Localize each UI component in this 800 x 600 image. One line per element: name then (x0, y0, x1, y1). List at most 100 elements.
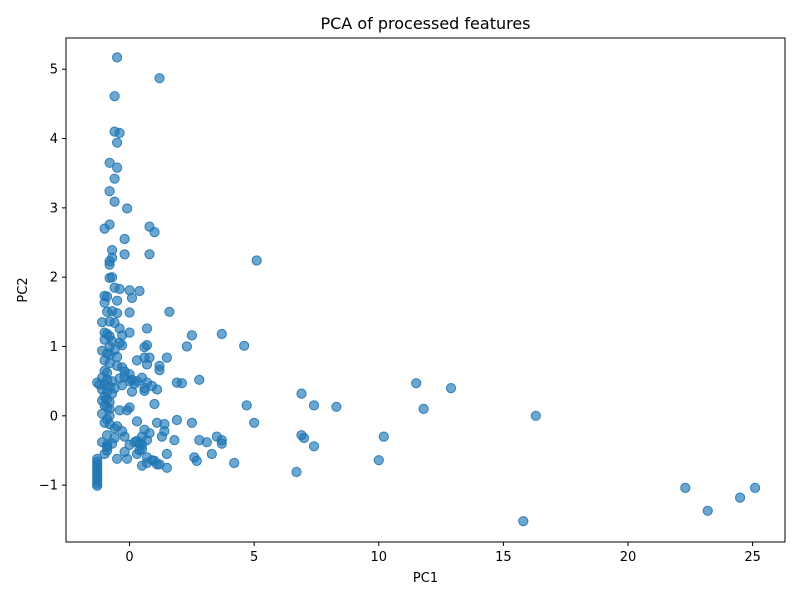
scatter-point (735, 492, 746, 503)
scatter-point (109, 173, 120, 184)
y-tick-label: 5 (50, 63, 58, 78)
scatter-point (141, 323, 153, 334)
scatter-point (92, 480, 103, 491)
y-tick-label: 4 (50, 132, 58, 147)
scatter-point (122, 203, 133, 214)
y-tick-label: 0 (50, 409, 58, 424)
y-tick-label: −1 (39, 479, 58, 494)
scatter-point (119, 233, 130, 245)
scatter-point (119, 249, 130, 260)
scatter-point (151, 384, 163, 395)
scatter-point (104, 157, 115, 168)
scatter-point (107, 272, 118, 283)
y-axis-ticks: −1 0 1 2 3 4 5 (39, 63, 66, 494)
scatter-point (518, 516, 529, 527)
scatter-point (206, 448, 217, 460)
scatter-point (201, 437, 212, 448)
x-tick-label: 15 (495, 550, 512, 565)
scatter-point (186, 330, 197, 341)
scatter-point (191, 455, 202, 466)
scatter-point (331, 401, 342, 412)
x-axis-ticks: 0 5 10 15 20 25 (125, 542, 761, 565)
scatter-point (216, 438, 227, 449)
scatter-point (291, 466, 302, 478)
scatter-point (164, 306, 175, 317)
scatter-point (169, 435, 180, 446)
x-tick-label: 25 (744, 550, 761, 565)
scatter-point (176, 378, 187, 389)
scatter-point (124, 307, 135, 318)
scatter-point (229, 457, 240, 469)
scatter-point (112, 137, 123, 148)
scatter-point (186, 417, 197, 428)
y-axis-label: PC2 (16, 277, 31, 302)
scatter-point (124, 402, 135, 413)
scatter-point (114, 283, 125, 295)
scatter-point (249, 417, 260, 428)
scatter-point (161, 352, 172, 363)
scatter-point (139, 385, 150, 396)
scatter-point (109, 196, 120, 207)
scatter-point (112, 308, 123, 319)
scatter-point (378, 431, 389, 442)
scatter-point (99, 297, 110, 308)
scatter-point (373, 455, 384, 466)
y-tick-label: 1 (50, 340, 58, 355)
scatter-point (114, 127, 125, 139)
scatter-point (308, 400, 320, 411)
scatter-point (131, 448, 143, 460)
scatter-point (216, 328, 227, 340)
scatter-point (171, 414, 182, 426)
scatter-point (99, 223, 110, 234)
scatter-point (112, 52, 123, 63)
scatter-point (680, 482, 691, 493)
scatter-point (154, 73, 165, 84)
scatter-point (139, 342, 150, 353)
points-layer (92, 52, 761, 527)
scatter-point (156, 431, 167, 442)
scatter-point (181, 341, 192, 352)
scatter-point (445, 383, 457, 394)
scatter-point (126, 292, 138, 304)
x-tick-label: 20 (620, 550, 637, 565)
axes-frame (65, 37, 786, 543)
scatter-point (117, 340, 128, 351)
scatter-point (119, 431, 130, 442)
scatter-point (149, 398, 160, 410)
scatter-point (161, 448, 172, 460)
scatter-point (702, 505, 713, 516)
scatter-point (239, 340, 250, 351)
scatter-point (109, 91, 120, 102)
scatter-point (112, 162, 123, 173)
scatter-point (251, 255, 262, 266)
x-tick-label: 0 (125, 550, 133, 565)
y-tick-label: 3 (50, 201, 58, 216)
scatter-point (530, 410, 541, 421)
scatter-point (119, 446, 130, 457)
scatter-point (131, 416, 143, 427)
scatter-point (104, 259, 115, 270)
x-tick-label: 10 (370, 550, 387, 565)
scatter-point (154, 459, 165, 470)
x-tick-label: 5 (250, 550, 258, 565)
scatter-point (112, 351, 123, 362)
chart-title: PCA of processed features (320, 14, 530, 33)
scatter-point (107, 438, 118, 449)
scatter-point (144, 249, 155, 260)
scatter-point (241, 400, 252, 411)
scatter-point (141, 359, 153, 370)
scatter-point (308, 441, 320, 452)
scatter-point (154, 365, 165, 376)
scatter-point (104, 186, 115, 197)
scatter-point (112, 453, 123, 464)
scatter-point (112, 295, 123, 306)
scatter-point (134, 285, 145, 297)
scatter-point (298, 432, 310, 444)
scatter-point (296, 388, 307, 399)
scatter-point (418, 403, 429, 414)
scatter-point (750, 482, 761, 493)
y-tick-label: 2 (50, 271, 58, 286)
x-axis-label: PC1 (413, 571, 438, 586)
scatter-point (194, 374, 205, 385)
